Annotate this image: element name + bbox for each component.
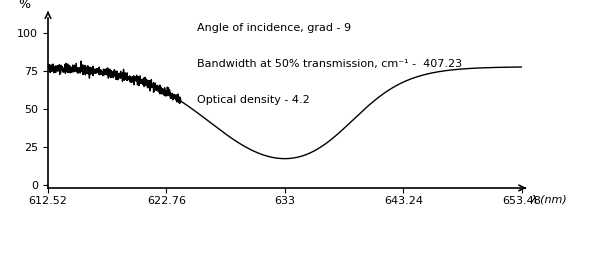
Text: λ (nm): λ (nm) [530,195,567,205]
Y-axis label: %: % [18,0,30,11]
Text: Optical density - 4.2: Optical density - 4.2 [197,94,310,105]
Text: Angle of incidence, grad - 9: Angle of incidence, grad - 9 [197,23,352,33]
Text: Bandwidth at 50% transmission, cm⁻¹ -  407.23: Bandwidth at 50% transmission, cm⁻¹ - 40… [197,59,463,69]
